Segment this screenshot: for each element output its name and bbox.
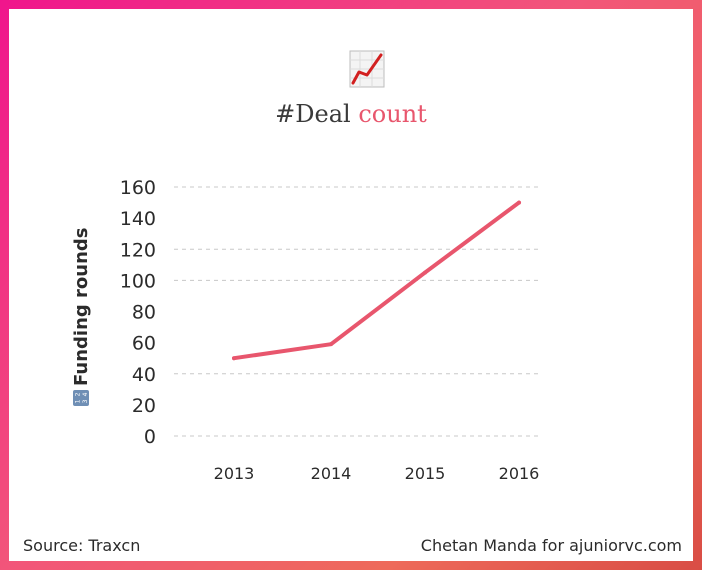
chart-increasing-icon bbox=[349, 50, 385, 88]
y-axis-label-group: 1 2 3 4 Funding rounds bbox=[71, 227, 92, 406]
svg-text:2: 2 bbox=[75, 392, 82, 396]
y-tick-label: 40 bbox=[132, 364, 156, 386]
data-point bbox=[329, 342, 333, 347]
source-text: Source: Traxcn bbox=[23, 536, 141, 555]
y-tick-label: 20 bbox=[132, 395, 156, 417]
credit-text: Chetan Manda for ajuniorvc.com bbox=[420, 536, 682, 555]
x-tick-layer: 2013 2014 2015 2016 bbox=[214, 464, 540, 483]
y-tick-label: 140 bbox=[120, 208, 156, 230]
grid-layer bbox=[174, 186, 541, 437]
data-point bbox=[423, 270, 427, 275]
line-chart: 160 140 120 100 80 60 40 20 0 2013 2014 2015 2016 1… bbox=[71, 177, 541, 483]
y-tick-label: 120 bbox=[120, 239, 156, 261]
svg-text:1: 1 bbox=[75, 399, 82, 403]
input-numbers-icon: 1 2 3 4 bbox=[73, 390, 89, 406]
y-tick-label: 160 bbox=[120, 177, 156, 199]
svg-text:4: 4 bbox=[82, 392, 89, 396]
data-point bbox=[517, 200, 521, 205]
x-tick-label: 2014 bbox=[311, 464, 352, 483]
x-tick-label: 2013 bbox=[214, 464, 255, 483]
y-tick-label: 0 bbox=[144, 426, 156, 448]
title-accent: count bbox=[358, 100, 427, 128]
chart-card: #Deal count 160 140 120 100 80 60 40 20 0 2013 20… bbox=[9, 9, 693, 561]
svg-text:3: 3 bbox=[82, 399, 89, 403]
y-axis-label: Funding rounds bbox=[71, 227, 92, 386]
data-point bbox=[232, 356, 236, 361]
x-tick-label: 2016 bbox=[499, 464, 540, 483]
series-layer bbox=[232, 200, 521, 361]
series-line bbox=[232, 200, 521, 361]
title-prefix: #Deal bbox=[275, 100, 351, 128]
y-tick-layer: 160 140 120 100 80 60 40 20 0 bbox=[120, 177, 156, 448]
y-tick-label: 60 bbox=[132, 333, 156, 355]
chart-title: #Deal count bbox=[9, 100, 693, 128]
x-tick-label: 2015 bbox=[405, 464, 446, 483]
y-tick-label: 80 bbox=[132, 302, 156, 324]
y-tick-label: 100 bbox=[120, 270, 156, 292]
